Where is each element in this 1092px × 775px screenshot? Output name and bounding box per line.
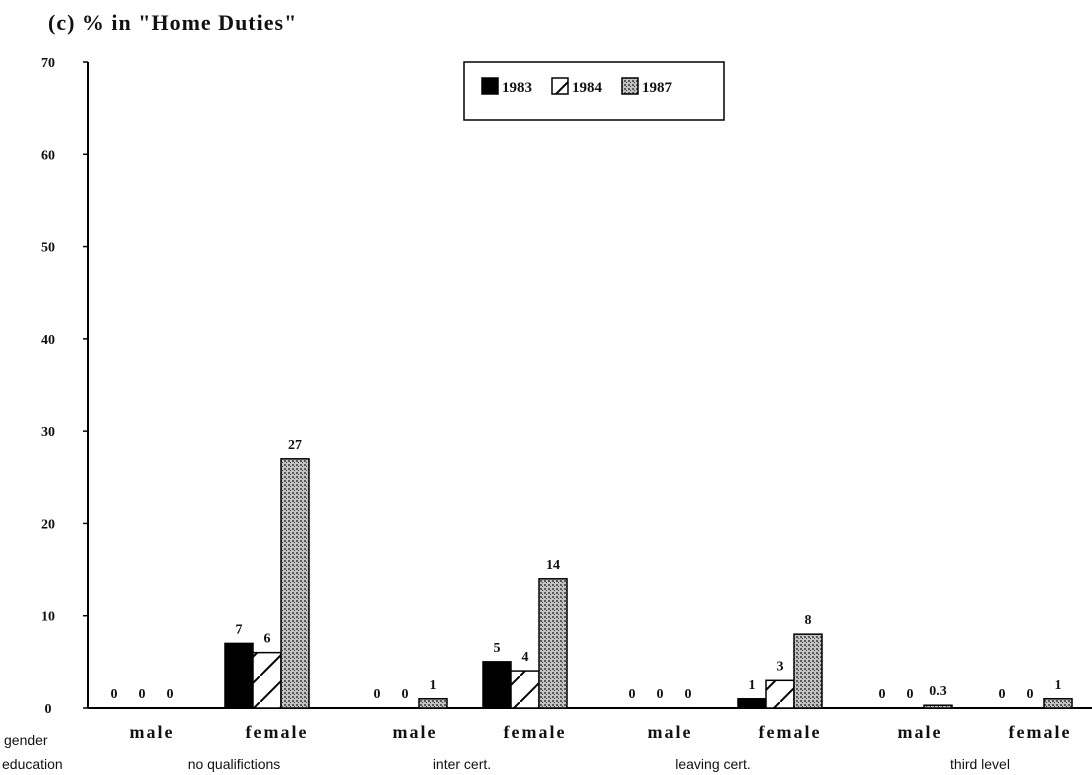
axes — [87, 62, 1092, 709]
y-tick-label: 20 — [41, 517, 55, 532]
bar-1984 — [252, 651, 282, 709]
data-label: 7 — [236, 622, 243, 637]
gender-label: female — [504, 722, 567, 742]
bar-1987 — [280, 458, 310, 709]
data-label: 0 — [907, 687, 914, 702]
gender-row-label: gender — [4, 732, 48, 748]
data-labels: 0 0 0 7 6 27 0 0 1 5 4 14 0 0 0 1 3 8 0 0 0.3 0 0 1 — [111, 438, 1062, 702]
y-tick-label: 40 — [41, 333, 55, 348]
y-axis-ticks: 0 10 20 30 40 50 60 70 — [41, 56, 88, 717]
bar-1987 — [538, 578, 568, 709]
y-tick-label: 10 — [41, 610, 55, 625]
legend-swatch-1983 — [481, 77, 499, 95]
chart-title: (c) % in "Home Duties" — [48, 10, 297, 35]
data-label: 0 — [402, 687, 409, 702]
legend-swatch-1987 — [621, 77, 639, 95]
y-tick-label: 30 — [41, 425, 55, 440]
data-label: 0 — [139, 687, 146, 702]
data-label: 1 — [430, 678, 437, 693]
legend-box — [463, 61, 725, 121]
data-label: 4 — [522, 650, 529, 665]
education-label: no qualifictions — [188, 756, 281, 772]
gender-label: male — [130, 722, 175, 742]
bar-1983 — [737, 698, 767, 709]
y-tick-label: 60 — [41, 148, 55, 163]
data-label: 6 — [264, 632, 271, 647]
data-label: 27 — [288, 438, 302, 453]
data-label: 5 — [494, 641, 501, 656]
data-label: 0 — [629, 687, 636, 702]
data-label: 0 — [111, 687, 118, 702]
data-label: 0 — [374, 687, 381, 702]
bar-1984 — [510, 670, 540, 709]
data-label: 1 — [749, 678, 756, 693]
y-tick-label: 50 — [41, 241, 55, 256]
bar-1987 — [923, 704, 953, 709]
education-label: leaving cert. — [675, 756, 750, 772]
y-tick-label: 0 — [45, 702, 52, 717]
legend-label-1983: 1983 — [502, 80, 532, 96]
data-label: 14 — [546, 558, 560, 573]
gender-label: male — [898, 722, 943, 742]
legend: 1983 1984 1987 — [463, 61, 725, 121]
gender-label: female — [1009, 722, 1072, 742]
bar-1984 — [765, 679, 795, 709]
bar-1987 — [1043, 698, 1073, 709]
data-label: 0 — [167, 687, 174, 702]
data-label: 1 — [1055, 678, 1062, 693]
gender-label: male — [393, 722, 438, 742]
education-label: third level — [950, 756, 1010, 772]
gender-label: female — [246, 722, 309, 742]
data-label: 0 — [685, 687, 692, 702]
data-label: 0 — [657, 687, 664, 702]
data-label: 8 — [805, 613, 812, 628]
bars — [224, 458, 1073, 709]
data-label: 3 — [777, 659, 784, 674]
data-label: 0 — [999, 687, 1006, 702]
bar-1983 — [224, 642, 254, 709]
data-label: 0.3 — [929, 684, 947, 699]
bar-1983 — [482, 661, 512, 709]
education-label: inter cert. — [433, 756, 491, 772]
legend-label-1987: 1987 — [642, 80, 673, 96]
gender-label: male — [648, 722, 693, 742]
x-axis-labels: male female male female male female male female… — [2, 722, 1072, 772]
y-tick-label: 70 — [41, 56, 55, 71]
bar-1987 — [793, 633, 823, 709]
legend-label-1984: 1984 — [572, 80, 603, 96]
legend-swatch-1984 — [551, 77, 569, 95]
education-row-label: education — [2, 756, 63, 772]
data-label: 0 — [1027, 687, 1034, 702]
bar-1987 — [418, 698, 448, 709]
gender-label: female — [759, 722, 822, 742]
data-label: 0 — [879, 687, 886, 702]
